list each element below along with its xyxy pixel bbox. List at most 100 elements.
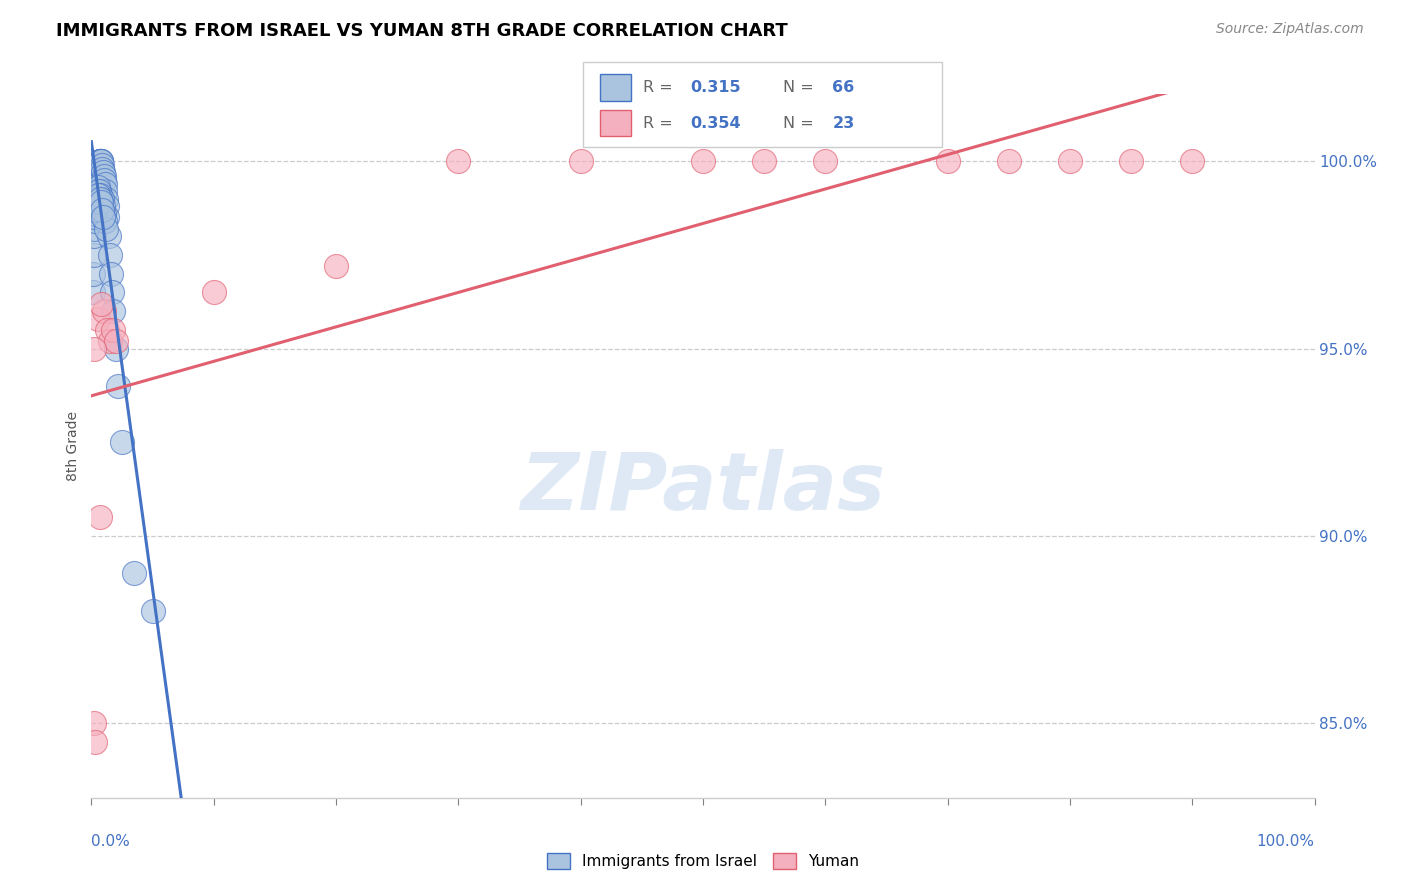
Text: IMMIGRANTS FROM ISRAEL VS YUMAN 8TH GRADE CORRELATION CHART: IMMIGRANTS FROM ISRAEL VS YUMAN 8TH GRAD… [56,22,787,40]
Point [93,206,115,220]
Point [1121,154,1143,169]
Point [87,180,110,194]
Point [103,323,125,337]
Point [89,154,111,169]
Point [90,195,112,210]
Text: ZIPatlas: ZIPatlas [520,450,886,527]
Point [91,165,114,179]
Point [83,214,105,228]
Point [94,184,117,198]
Point [82,267,104,281]
Point [87,165,110,179]
Point [90,158,112,172]
Point [96,323,118,337]
Point [325,259,347,273]
Point [90,154,112,169]
Point [90,154,112,169]
Point [83,248,105,262]
Point [84,184,107,198]
Point [86,311,108,326]
Point [754,154,776,169]
Text: R =: R = [643,116,672,130]
Text: R =: R = [643,80,672,95]
Point [84,206,107,220]
Point [90,154,112,169]
Point [91,161,114,176]
Point [94,177,117,191]
Point [86,169,108,183]
Point [83,202,105,217]
Point [87,161,110,176]
Point [89,187,111,202]
Point [98,248,121,262]
Point [87,165,110,179]
Point [104,334,127,348]
Point [87,184,110,198]
Text: 100.0%: 100.0% [1257,834,1315,849]
Point [87,187,110,202]
Point [1059,154,1081,169]
Point [84,735,107,749]
Text: N =: N = [783,116,814,130]
Text: 66: 66 [832,80,855,95]
Point [96,221,118,235]
Point [111,435,134,450]
Point [202,285,225,300]
Point [100,267,122,281]
Text: 0.0%: 0.0% [91,834,131,849]
Point [90,296,112,310]
Point [86,192,108,206]
Point [83,221,105,235]
Legend: Immigrants from Israel, Yuman: Immigrants from Israel, Yuman [541,847,865,875]
Point [447,154,470,169]
Text: 0.354: 0.354 [690,116,741,130]
Point [86,173,108,187]
Point [87,161,110,176]
Point [98,334,121,348]
Point [84,187,107,202]
Point [91,202,114,217]
Point [83,211,105,225]
Point [93,304,115,318]
Point [96,199,118,213]
Point [83,342,105,356]
Text: 0.315: 0.315 [690,80,741,95]
Point [91,211,114,225]
Point [91,199,114,213]
Point [89,154,111,169]
Point [94,214,117,228]
Point [84,195,107,210]
Point [104,342,127,356]
Y-axis label: 8th Grade: 8th Grade [66,411,80,481]
Point [998,154,1021,169]
Point [96,211,118,225]
Point [84,192,107,206]
Point [103,304,125,318]
Point [101,285,124,300]
Point [94,192,117,206]
Text: Source: ZipAtlas.com: Source: ZipAtlas.com [1216,22,1364,37]
Point [86,180,108,194]
Point [97,229,120,244]
Text: N =: N = [783,80,814,95]
Point [89,510,111,524]
Point [83,716,105,731]
Point [107,379,129,393]
Point [936,154,959,169]
Point [93,173,115,187]
Point [1181,154,1204,169]
Point [692,154,714,169]
Point [122,566,145,581]
Point [84,187,107,202]
Point [83,229,105,244]
Point [569,154,592,169]
Point [87,158,110,172]
Point [84,199,107,213]
Point [89,192,111,206]
Point [89,158,111,172]
Point [141,604,163,618]
Point [86,177,108,191]
Point [82,285,104,300]
Point [86,184,108,198]
Point [89,154,111,169]
